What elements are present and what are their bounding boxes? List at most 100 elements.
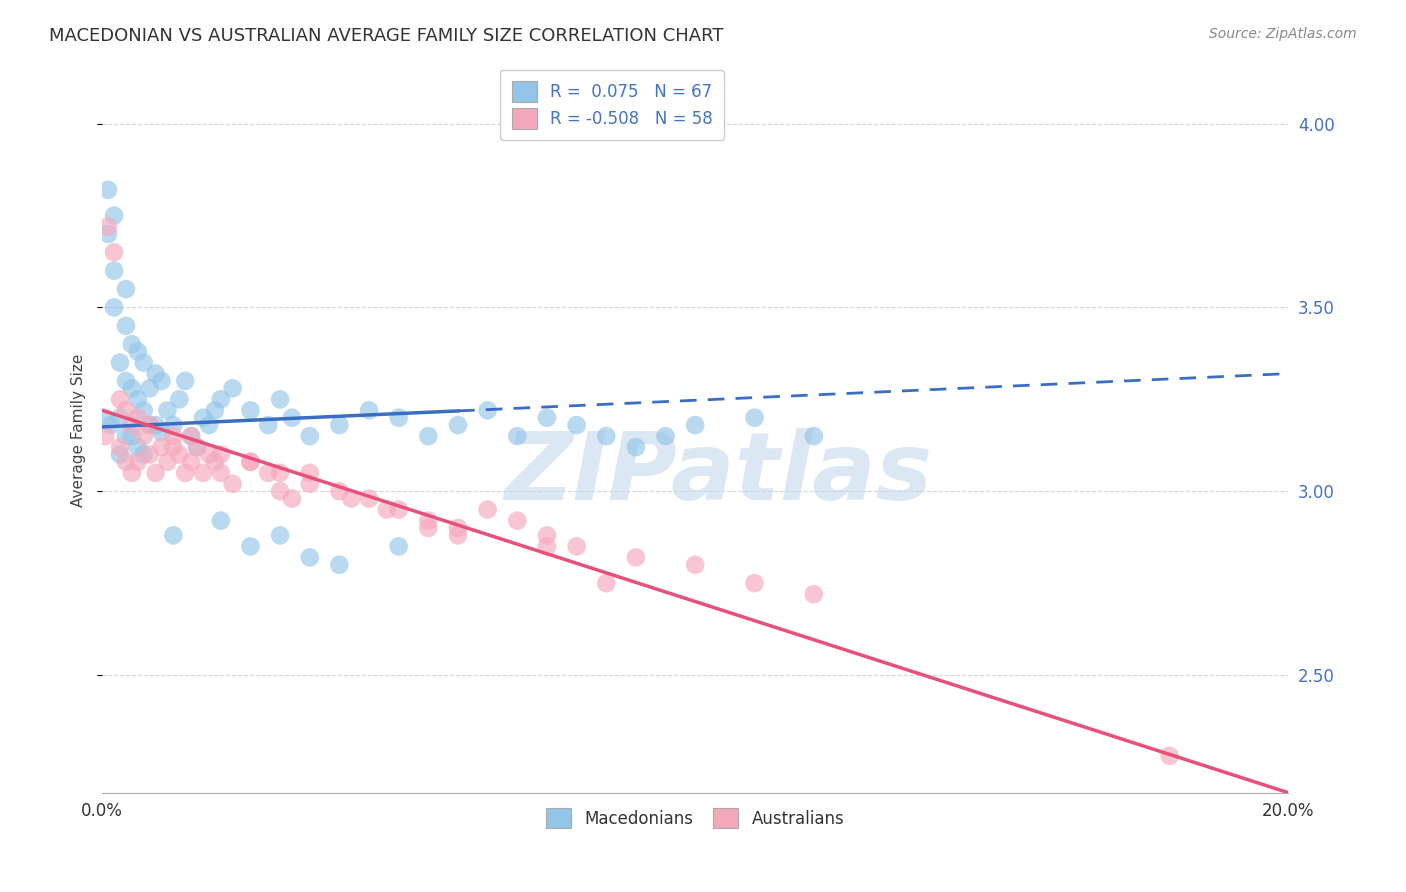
Point (803, 587, 825, 601)
Point (257, 418, 280, 433)
Point (298, 476, 321, 491)
Point (145, 466, 167, 480)
Point (204, 403, 226, 417)
Point (115, 282, 138, 296)
Point (162, 429, 184, 443)
Point (174, 374, 197, 388)
Point (803, 429, 825, 443)
Point (121, 418, 143, 433)
Point (239, 540, 262, 554)
Point (180, 429, 202, 443)
Point (115, 429, 138, 443)
Point (418, 514, 440, 528)
Point (138, 418, 160, 433)
Point (150, 440, 173, 454)
Point (97, 227, 120, 241)
Point (127, 455, 149, 469)
Legend: Macedonians, Australians: Macedonians, Australians (540, 801, 851, 835)
Point (328, 484, 350, 499)
Point (298, 550, 321, 565)
Point (156, 455, 179, 469)
Point (477, 403, 499, 417)
Point (115, 374, 138, 388)
Point (127, 410, 149, 425)
Point (145, 418, 167, 433)
Point (180, 429, 202, 443)
Point (281, 410, 304, 425)
Point (1159, 748, 1181, 763)
Point (108, 410, 131, 425)
Point (357, 491, 380, 506)
Point (209, 466, 232, 480)
Point (298, 429, 321, 443)
Point (340, 491, 363, 506)
Point (108, 440, 131, 454)
Point (108, 355, 131, 369)
Point (328, 558, 350, 572)
Point (198, 448, 221, 462)
Point (186, 440, 208, 454)
Point (103, 263, 125, 277)
Point (447, 528, 470, 542)
Point (138, 418, 160, 433)
Point (257, 466, 280, 480)
Point (127, 440, 149, 454)
Point (239, 455, 262, 469)
Point (108, 392, 131, 407)
Point (269, 484, 291, 499)
Point (132, 429, 155, 443)
Text: Source: ZipAtlas.com: Source: ZipAtlas.com (1209, 27, 1357, 41)
Point (744, 410, 766, 425)
Point (121, 466, 143, 480)
Point (281, 491, 304, 506)
Point (239, 403, 262, 417)
Point (418, 429, 440, 443)
Point (103, 301, 125, 315)
Point (138, 381, 160, 395)
Point (269, 466, 291, 480)
Point (447, 521, 470, 535)
Point (388, 502, 411, 516)
Point (115, 318, 138, 333)
Point (162, 440, 184, 454)
Point (388, 410, 411, 425)
Point (156, 403, 179, 417)
Point (94, 410, 117, 425)
Point (506, 514, 529, 528)
Point (127, 392, 149, 407)
Point (121, 381, 143, 395)
Point (198, 418, 221, 433)
Point (388, 540, 411, 554)
Point (375, 502, 398, 516)
Point (298, 466, 321, 480)
Point (150, 425, 173, 440)
Point (269, 528, 291, 542)
Point (115, 403, 138, 417)
Text: ZIPatlas: ZIPatlas (505, 428, 934, 520)
Point (624, 440, 647, 454)
Point (654, 429, 676, 443)
Point (269, 392, 291, 407)
Point (744, 576, 766, 591)
Point (103, 209, 125, 223)
Point (357, 403, 380, 417)
Point (180, 455, 202, 469)
Point (191, 466, 214, 480)
Point (624, 550, 647, 565)
Point (186, 440, 208, 454)
Point (108, 448, 131, 462)
Text: MACEDONIAN VS AUSTRALIAN AVERAGE FAMILY SIZE CORRELATION CHART: MACEDONIAN VS AUSTRALIAN AVERAGE FAMILY … (49, 27, 724, 45)
Point (683, 418, 706, 433)
Point (239, 455, 262, 469)
Point (477, 502, 499, 516)
Point (162, 418, 184, 433)
Point (565, 418, 588, 433)
Point (447, 418, 470, 433)
Point (565, 540, 588, 554)
Point (94, 429, 117, 443)
Point (191, 410, 214, 425)
Point (169, 448, 191, 462)
Point (132, 448, 155, 462)
Point (100, 418, 122, 433)
Point (204, 455, 226, 469)
